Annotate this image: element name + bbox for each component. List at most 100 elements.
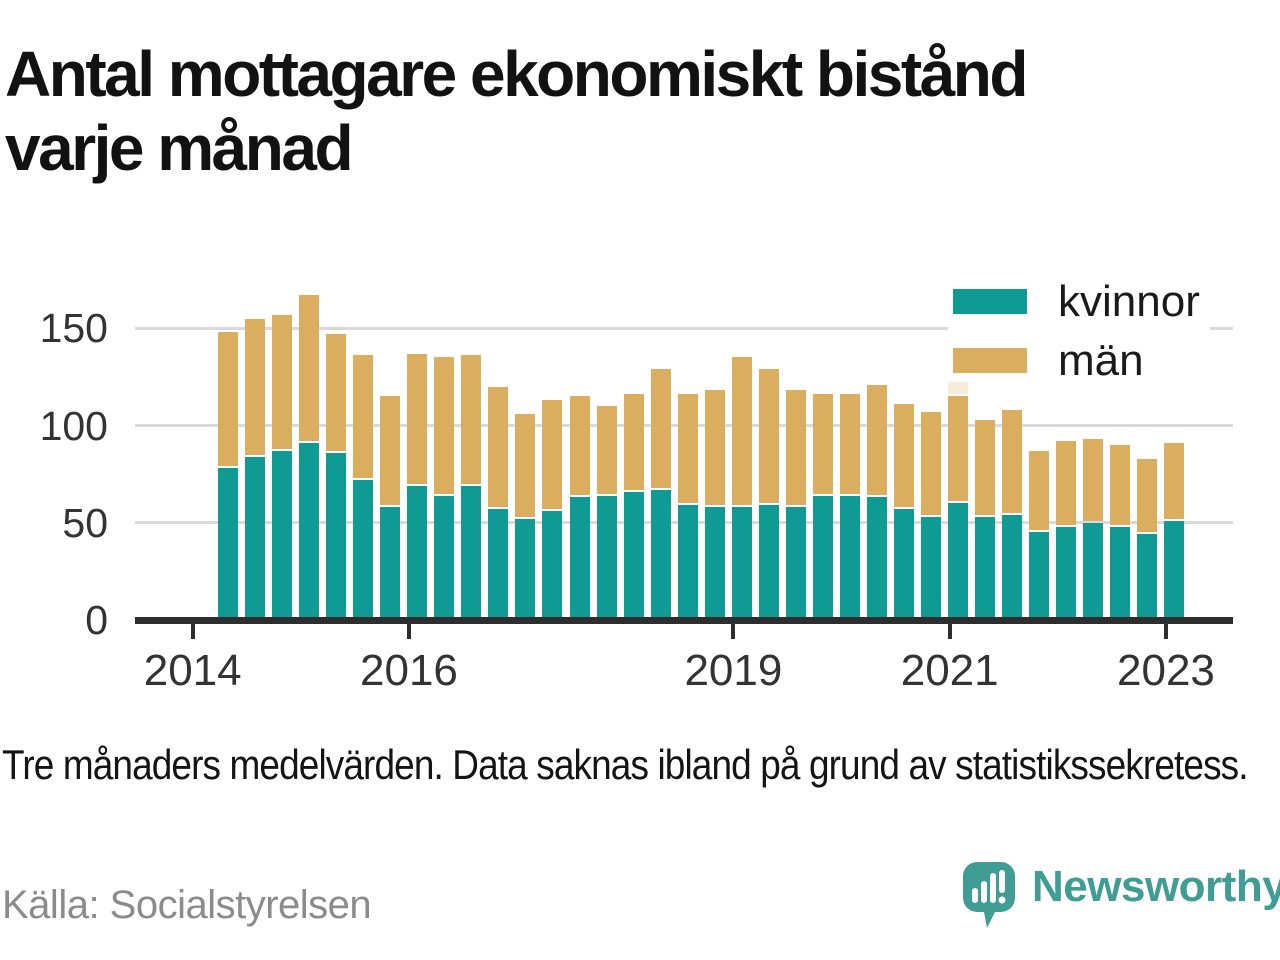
bar-2021-q3-kvinnor-segment — [1002, 514, 1023, 620]
bar-2017-q2-kvinnor-segment — [542, 511, 563, 620]
bar-2022-q3-kvinnor-segment — [1110, 526, 1131, 620]
bar-2016-q4-man-segment — [488, 386, 509, 508]
bar-2014-q4-kvinnor-segment — [272, 450, 293, 620]
bar-2016-q2-man-segment — [434, 357, 455, 494]
bar-2022-q2-man-segment — [1083, 439, 1104, 521]
bar-2018-q3-man-segment — [677, 394, 698, 504]
bar-2017-q3-man-segment — [569, 396, 590, 496]
bar-2019-q3-kvinnor-segment — [785, 507, 806, 620]
x-tick-label-2021: 2021 — [900, 646, 999, 695]
bar-2019-q4-man-segment — [812, 394, 833, 494]
bar-2019-q3-man-segment — [785, 390, 806, 506]
bar-2016-q1-kvinnor-segment — [407, 485, 428, 620]
bar-2018-q4-man-segment — [704, 390, 725, 506]
chart-title-line2: varje månad — [5, 111, 354, 184]
bar-2020-q1-man-segment — [839, 394, 860, 494]
bar-2017-q3-kvinnor-segment — [569, 497, 590, 620]
man-swatch — [953, 348, 1027, 373]
bar-2018-q4-kvinnor-segment — [704, 507, 725, 620]
bar-2014-q3-kvinnor-segment — [245, 456, 266, 620]
bar-2014-q4-man-segment — [272, 314, 293, 449]
bar-2018-q3-kvinnor-segment — [677, 505, 698, 620]
bar-2022-q1-kvinnor-segment — [1056, 526, 1077, 620]
x-tick-2014 — [190, 624, 195, 639]
bar-2019-q1-man-segment — [731, 357, 752, 506]
newsworthy-speech-bubble-icon — [963, 862, 1015, 928]
bar-2019-q4-kvinnor-segment — [812, 495, 833, 620]
bar-2020-q2-man-segment — [866, 384, 887, 496]
kvinnor-swatch — [953, 289, 1027, 314]
brand-name: Newsworthy — [1032, 862, 1280, 911]
chart-title: Antal mottagare ekonomiskt bistånd varje… — [5, 38, 1267, 185]
bar-2021-q1-man-segment — [948, 396, 969, 502]
x-tick-label-2019: 2019 — [684, 646, 783, 695]
bar-2017-q4-man-segment — [596, 406, 617, 494]
x-tick-2023 — [1163, 624, 1168, 639]
bar-2018-q2-man-segment — [650, 369, 671, 488]
bar-2020-q3-kvinnor-segment — [894, 509, 914, 620]
bar-2020-q2-kvinnor-segment — [866, 497, 887, 620]
x-tick-2021 — [947, 624, 952, 639]
bar-2020-q3-man-segment — [894, 404, 914, 508]
bar-2022-q4-kvinnor-segment — [1137, 534, 1158, 620]
y-gridline-150 — [135, 326, 1233, 330]
bar-2015-q1-man-segment — [299, 295, 320, 441]
bar-2021-q4-man-segment — [1029, 450, 1050, 531]
bar-2019-q2-man-segment — [758, 369, 779, 504]
chart-title-line1: Antal mottagare ekonomiskt bistånd — [5, 38, 1028, 110]
bar-2020-q4-kvinnor-segment — [921, 516, 942, 620]
newsworthy-logo: Newsworthy — [963, 856, 1280, 928]
bar-2015-q3-man-segment — [353, 355, 374, 478]
y-tick-label-0: 0 — [85, 597, 108, 643]
bar-2022-q2-kvinnor-segment — [1083, 522, 1104, 620]
bar-2021-q2-man-segment — [975, 419, 996, 515]
bar-2015-q1-kvinnor-segment — [299, 443, 320, 620]
bar-2022-q1-man-segment — [1056, 441, 1077, 525]
bar-2014-q2-man-segment — [218, 332, 238, 467]
bar-2020-q1-kvinnor-segment — [839, 495, 860, 620]
x-tick-2019 — [731, 624, 736, 639]
footnote: Tre månaders medelvärden. Data saknas ib… — [2, 741, 1249, 788]
legend-label-kvinnor: kvinnor — [1058, 277, 1200, 326]
bar-2017-q1-kvinnor-segment — [515, 518, 536, 620]
x-axis-line — [135, 617, 1233, 624]
source-attribution: Källa: Socialstyrelsen — [2, 883, 372, 927]
x-tick-label-2016: 2016 — [360, 646, 458, 695]
bar-2020-q4-man-segment — [921, 411, 942, 515]
bar-2016-q3-kvinnor-segment — [461, 485, 482, 620]
bar-2015-q2-man-segment — [326, 334, 347, 451]
bar-2023-q1-kvinnor-segment — [1164, 520, 1185, 620]
x-tick-label-2014: 2014 — [143, 646, 242, 695]
bar-2015-q4-man-segment — [380, 396, 401, 506]
bar-2015-q3-kvinnor-segment — [353, 479, 374, 620]
bar-2014-q3-man-segment — [245, 318, 266, 455]
bar-2018-q1-man-segment — [623, 394, 644, 490]
bar-2016-q1-man-segment — [407, 353, 428, 484]
bar-2015-q2-kvinnor-segment — [326, 452, 347, 620]
x-tick-label-2023: 2023 — [1117, 646, 1215, 695]
bar-2017-q1-man-segment — [515, 413, 536, 517]
bar-2019-q2-kvinnor-segment — [758, 505, 779, 620]
bar-2023-q1-man-segment — [1164, 443, 1185, 519]
bar-2022-q4-man-segment — [1137, 458, 1158, 533]
bar-2016-q2-kvinnor-segment — [434, 495, 455, 620]
bar-2018-q1-kvinnor-segment — [623, 491, 644, 620]
y-tick-label-50: 50 — [62, 499, 108, 546]
bar-2017-q4-kvinnor-segment — [596, 495, 617, 620]
bar-2014-q2-kvinnor-segment — [218, 468, 238, 620]
y-tick-label-150: 150 — [39, 305, 108, 352]
bar-2016-q4-kvinnor-segment — [488, 509, 509, 620]
bar-2015-q4-kvinnor-segment — [380, 507, 401, 620]
bar-2016-q3-man-segment — [461, 355, 482, 484]
bar-2017-q2-man-segment — [542, 400, 563, 510]
bar-2021-q3-man-segment — [1002, 409, 1023, 513]
y-tick-label-100: 100 — [39, 402, 108, 449]
bar-2021-q1-kvinnor-segment — [948, 503, 969, 620]
bar-2022-q3-man-segment — [1110, 444, 1131, 525]
legend-label-man: män — [1058, 336, 1144, 385]
x-tick-2016 — [406, 624, 411, 639]
bar-2018-q2-kvinnor-segment — [650, 489, 671, 620]
legend: kvinnor män — [948, 276, 1210, 385]
